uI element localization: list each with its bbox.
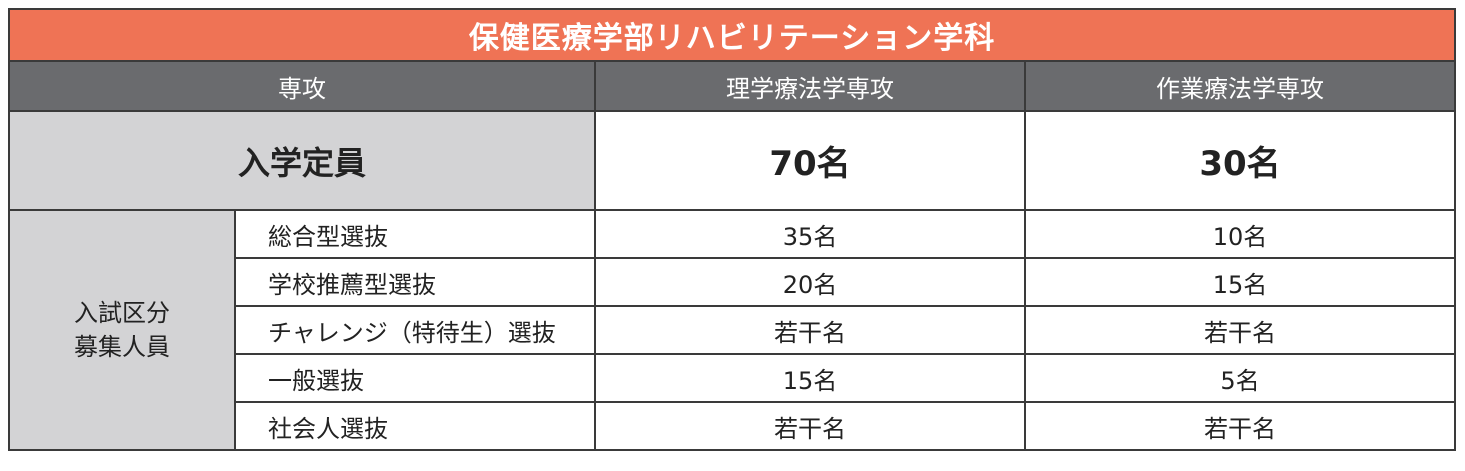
pt-value: 20名 <box>594 257 1026 307</box>
pt-capacity: 70名 <box>594 110 1026 211</box>
title-row: 保健医療学部リハビリテーション学科 <box>7 8 1457 62</box>
pt-value: 15名 <box>594 353 1026 403</box>
row-label: 総合型選抜 <box>234 209 596 259</box>
pt-major-header: 理学療法学専攻 <box>594 60 1026 112</box>
row-label: チャレンジ（特待生）選抜 <box>234 305 596 355</box>
pt-value: 35名 <box>594 209 1026 259</box>
table-row: 社会人選抜 若干名 若干名 <box>9 401 1457 451</box>
table-row: 学校推薦型選抜 20名 15名 <box>9 257 1457 307</box>
table-row: 一般選抜 15名 5名 <box>9 353 1457 403</box>
ot-value: 15名 <box>1023 257 1457 307</box>
group-label-line2: 募集人員 <box>74 333 170 361</box>
exam-category-label: 入試区分 募集人員 <box>8 209 236 451</box>
capacity-label: 入学定員 <box>8 110 596 211</box>
header-row: 専攻 理学療法学専攻 作業療法学専攻 <box>8 60 1457 112</box>
capacity-row: 入学定員 70名 30名 <box>8 110 1457 211</box>
table-title: 保健医療学部リハビリテーション学科 <box>7 8 1457 62</box>
group-label-line1: 入試区分 <box>74 299 170 327</box>
row-label: 一般選抜 <box>234 353 596 403</box>
major-header: 専攻 <box>8 60 596 112</box>
row-label: 学校推薦型選抜 <box>234 257 596 307</box>
table-row: チャレンジ（特待生）選抜 若干名 若干名 <box>9 305 1457 355</box>
pt-value: 若干名 <box>594 401 1026 451</box>
ot-capacity: 30名 <box>1023 110 1457 211</box>
row-label: 社会人選抜 <box>234 401 596 451</box>
ot-value: 若干名 <box>1023 305 1457 355</box>
pt-value: 若干名 <box>594 305 1026 355</box>
ot-value: 若干名 <box>1023 401 1457 451</box>
ot-value: 10名 <box>1023 209 1457 259</box>
ot-value: 5名 <box>1023 353 1457 403</box>
admissions-table: 保健医療学部リハビリテーション学科 専攻 理学療法学専攻 作業療法学専攻 入学定… <box>7 8 1457 451</box>
ot-major-header: 作業療法学専攻 <box>1023 60 1457 112</box>
table-row: 入試区分 募集人員 総合型選抜 35名 10名 <box>8 209 1457 451</box>
